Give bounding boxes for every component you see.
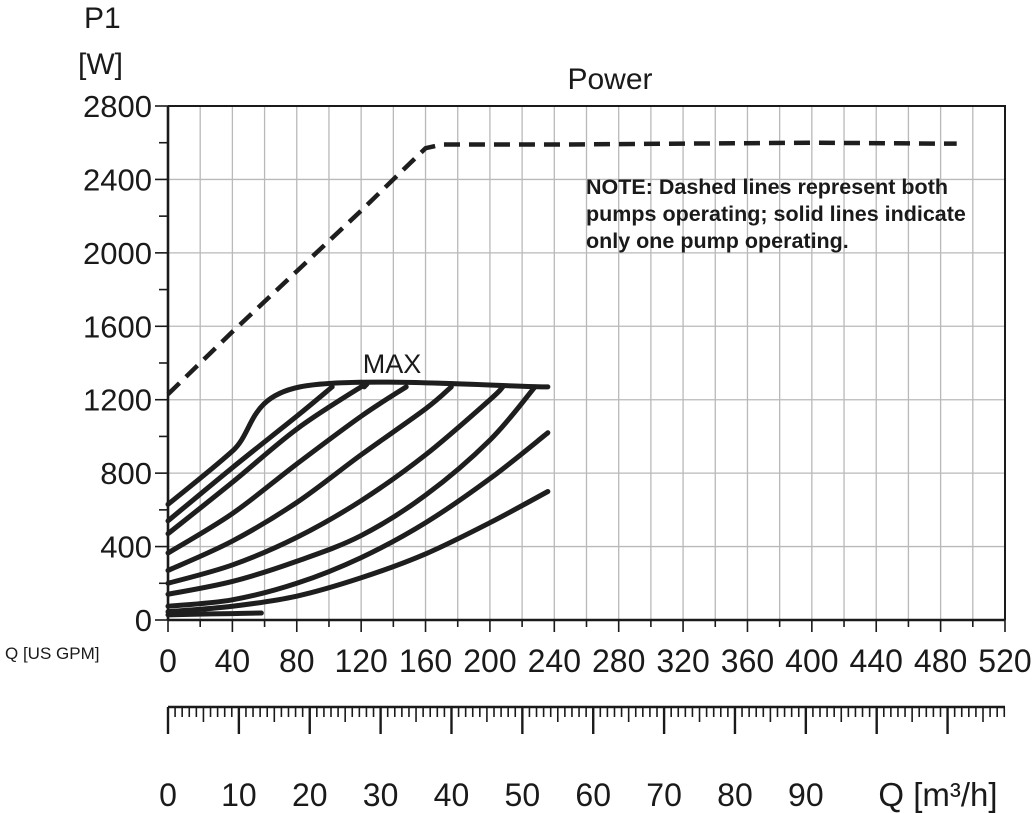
y-tick-label: 1200 xyxy=(83,383,152,418)
x-tick-label-gpm: 40 xyxy=(215,643,251,679)
x-tick-label-m3h: 10 xyxy=(221,777,257,813)
x-tick-label-m3h: 90 xyxy=(788,777,824,813)
x-tick-label-gpm: 240 xyxy=(528,643,581,679)
y-axis-label-line1: P1 xyxy=(84,2,121,35)
x-tick-label-gpm: 440 xyxy=(850,643,903,679)
x-tick-label-m3h: 40 xyxy=(434,777,470,813)
x-tick-label-m3h: 20 xyxy=(292,777,328,813)
x-tick-label-gpm: 520 xyxy=(978,643,1031,679)
series-solid-line xyxy=(165,384,409,556)
x-axis-label-m3h: Q [m³/h] xyxy=(878,776,997,813)
grid-lines xyxy=(168,106,1005,620)
y-tick-label: 0 xyxy=(135,603,152,638)
y-tick-label: 2400 xyxy=(83,162,152,197)
x-tick-label-gpm: 200 xyxy=(463,643,516,679)
y-axis-label-line2: [W] xyxy=(78,48,123,81)
x-axis-label-gpm: Q [US GPM] xyxy=(5,644,99,663)
plot-frame xyxy=(168,105,1006,620)
note-text: NOTE: Dashed lines represent both pumps … xyxy=(586,175,966,253)
x-tick-label-gpm: 120 xyxy=(334,643,387,679)
series-solid-line xyxy=(165,384,506,586)
x-tick-label-m3h: 70 xyxy=(646,777,682,813)
y-tick-label: 1600 xyxy=(83,309,152,344)
series-solid-line xyxy=(165,384,454,573)
series-dashed-line xyxy=(166,140,957,396)
x-tick-label-m3h: 60 xyxy=(575,777,611,813)
series-solid-line xyxy=(165,384,538,597)
chart-title: Power xyxy=(567,63,652,96)
max-label: MAX xyxy=(363,349,422,379)
x-tick-label-gpm: 400 xyxy=(785,643,838,679)
series-solid-line xyxy=(165,610,264,618)
x-tick-label-gpm: 320 xyxy=(656,643,709,679)
series-group xyxy=(165,140,957,618)
x-tick-label-m3h: 50 xyxy=(505,777,541,813)
x-tick-label-gpm: 280 xyxy=(592,643,645,679)
y-tick-label: 400 xyxy=(100,530,152,565)
x-tick-label-m3h: 0 xyxy=(159,777,177,813)
x-tick-label-gpm: 160 xyxy=(399,643,452,679)
y-tick-label: 800 xyxy=(100,456,152,491)
x-tick-label-gpm: 0 xyxy=(159,643,177,679)
y-tick-label: 2800 xyxy=(83,89,152,124)
series-solid-line xyxy=(165,489,551,615)
series-solid-line xyxy=(165,381,370,537)
series-solid-line xyxy=(165,379,551,507)
labels-group: P1 [W] Power MAX Q [US GPM] Q [m³/h] xyxy=(5,2,998,813)
y-tick-label: 2000 xyxy=(83,236,152,271)
x-tick-label-m3h: 30 xyxy=(363,777,399,813)
x-tick-label-gpm: 80 xyxy=(279,643,315,679)
series-solid-line xyxy=(165,430,551,609)
series-solid-line xyxy=(165,384,335,524)
x-tick-label-gpm: 480 xyxy=(914,643,967,679)
x-tick-label-m3h: 80 xyxy=(717,777,753,813)
x-tick-label-gpm: 360 xyxy=(721,643,774,679)
